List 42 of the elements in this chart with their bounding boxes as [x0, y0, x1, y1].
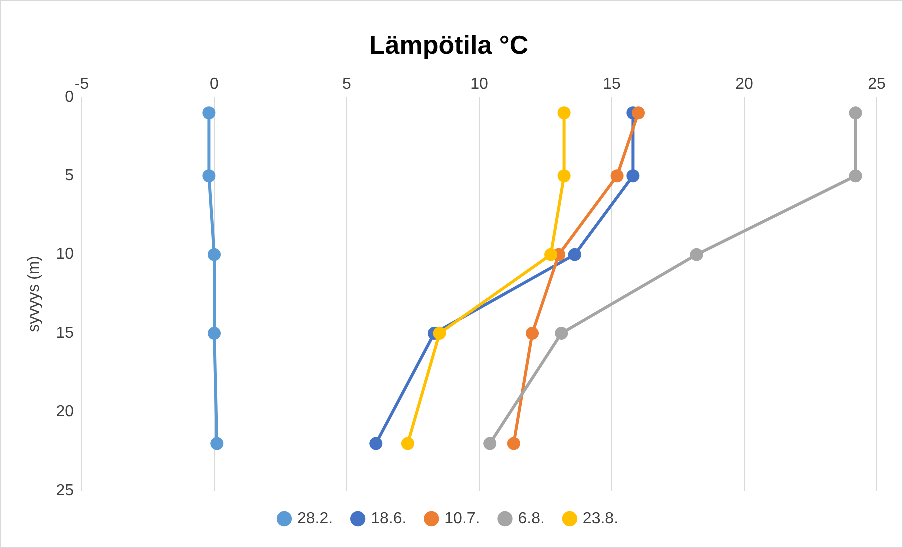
point — [507, 437, 520, 450]
legend-label: 23.8. — [582, 510, 619, 528]
point — [401, 437, 414, 450]
point — [208, 327, 221, 340]
legend-label: 28.2. — [297, 510, 334, 528]
x-tick-label: 15 — [603, 76, 621, 94]
point — [568, 248, 582, 262]
y-tick-label: 20 — [56, 404, 74, 421]
point — [632, 106, 645, 120]
legend-label: 18.6. — [371, 510, 407, 528]
x-tick-label: 5 — [342, 76, 352, 94]
y-axis-title: syvyys (m) — [26, 256, 44, 332]
legend-label: 10.7. — [444, 510, 480, 528]
point — [555, 327, 568, 340]
point — [849, 106, 862, 120]
x-tick-label: 25 — [868, 76, 886, 94]
x-tick-label: -5 — [74, 76, 90, 94]
y-tick-label: 25 — [56, 482, 74, 500]
point — [610, 170, 624, 183]
chart-title: Lämpötila °C — [369, 30, 529, 60]
point — [558, 170, 571, 183]
point — [370, 437, 383, 450]
point — [849, 170, 862, 183]
point — [208, 248, 221, 262]
x-tick-label: 20 — [736, 76, 754, 94]
point — [690, 248, 704, 262]
point — [433, 327, 446, 340]
point — [558, 106, 571, 120]
point — [484, 437, 497, 450]
y-tick-label: 10 — [56, 246, 74, 264]
point — [526, 327, 539, 340]
x-tick-label: 10 — [470, 76, 488, 94]
point — [544, 248, 558, 262]
point — [626, 170, 640, 183]
point — [210, 437, 224, 450]
y-tick-label: 5 — [65, 168, 74, 185]
x-tick-label: 0 — [210, 76, 220, 94]
legend-label: 6.8. — [518, 510, 545, 528]
y-tick-label: 15 — [56, 324, 74, 342]
point — [202, 106, 216, 120]
point — [202, 170, 216, 183]
y-tick-label: 0 — [65, 88, 74, 106]
